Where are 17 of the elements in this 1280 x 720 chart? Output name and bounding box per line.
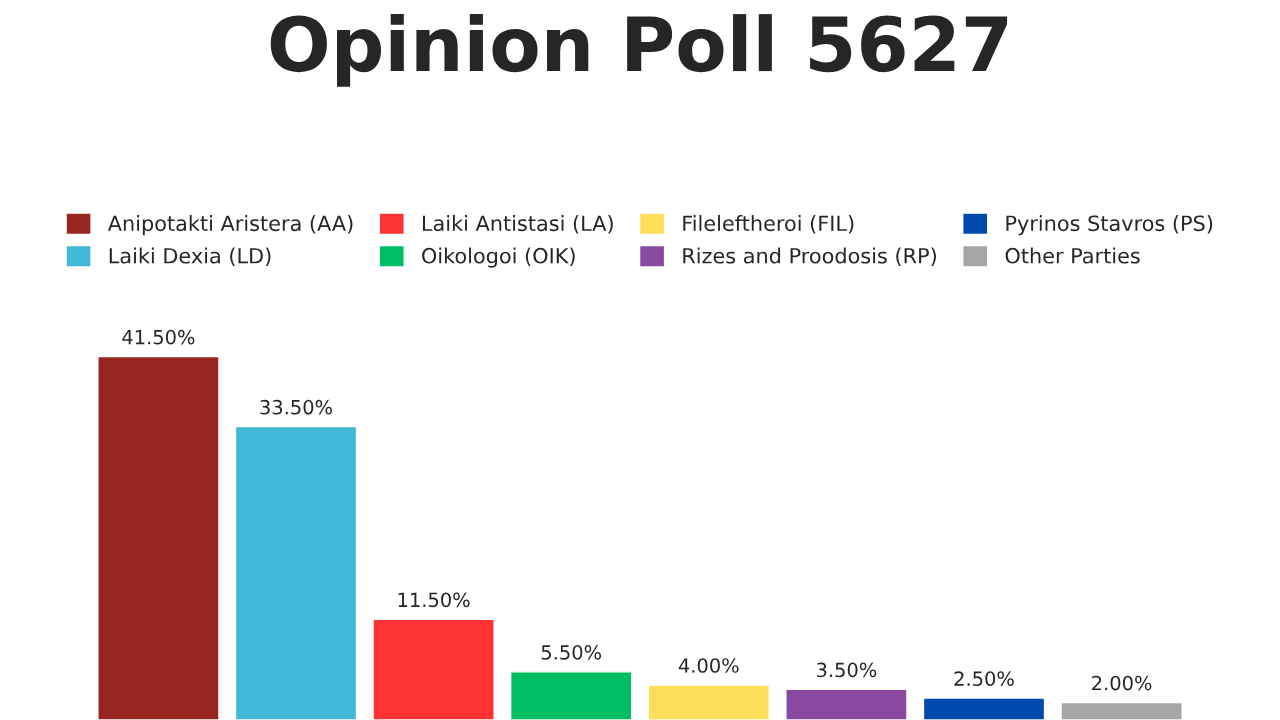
data-label: 5.50%: [541, 645, 602, 660]
legend-label: Oikologoi (OIK): [422, 247, 575, 268]
legend-label: Anipotakti Aristera (AA): [107, 215, 353, 236]
legend-label: Other Parties: [1005, 247, 1140, 264]
data-label: 2.50%: [954, 671, 1014, 687]
data-label: 33.50%: [260, 399, 332, 415]
legend-label: Laiki Antistasi (LA): [422, 215, 613, 234]
data-label: 4.00%: [678, 658, 739, 673]
data-label: 11.50%: [398, 592, 470, 608]
legend-label: Pyrinos Stavros (PS): [1006, 215, 1213, 236]
legend-label: Laiki Dexia (LD): [109, 247, 271, 267]
data-label: 3.50%: [817, 662, 877, 678]
legend-label: Fileleftheroi (FIL): [683, 215, 854, 234]
chart-title: Opinion Poll 5627: [270, 14, 1008, 87]
legend-label: Rizes and Proodosis (RP): [683, 247, 936, 267]
data-label: 41.50%: [122, 329, 195, 345]
data-label: 2.00%: [1092, 675, 1152, 691]
